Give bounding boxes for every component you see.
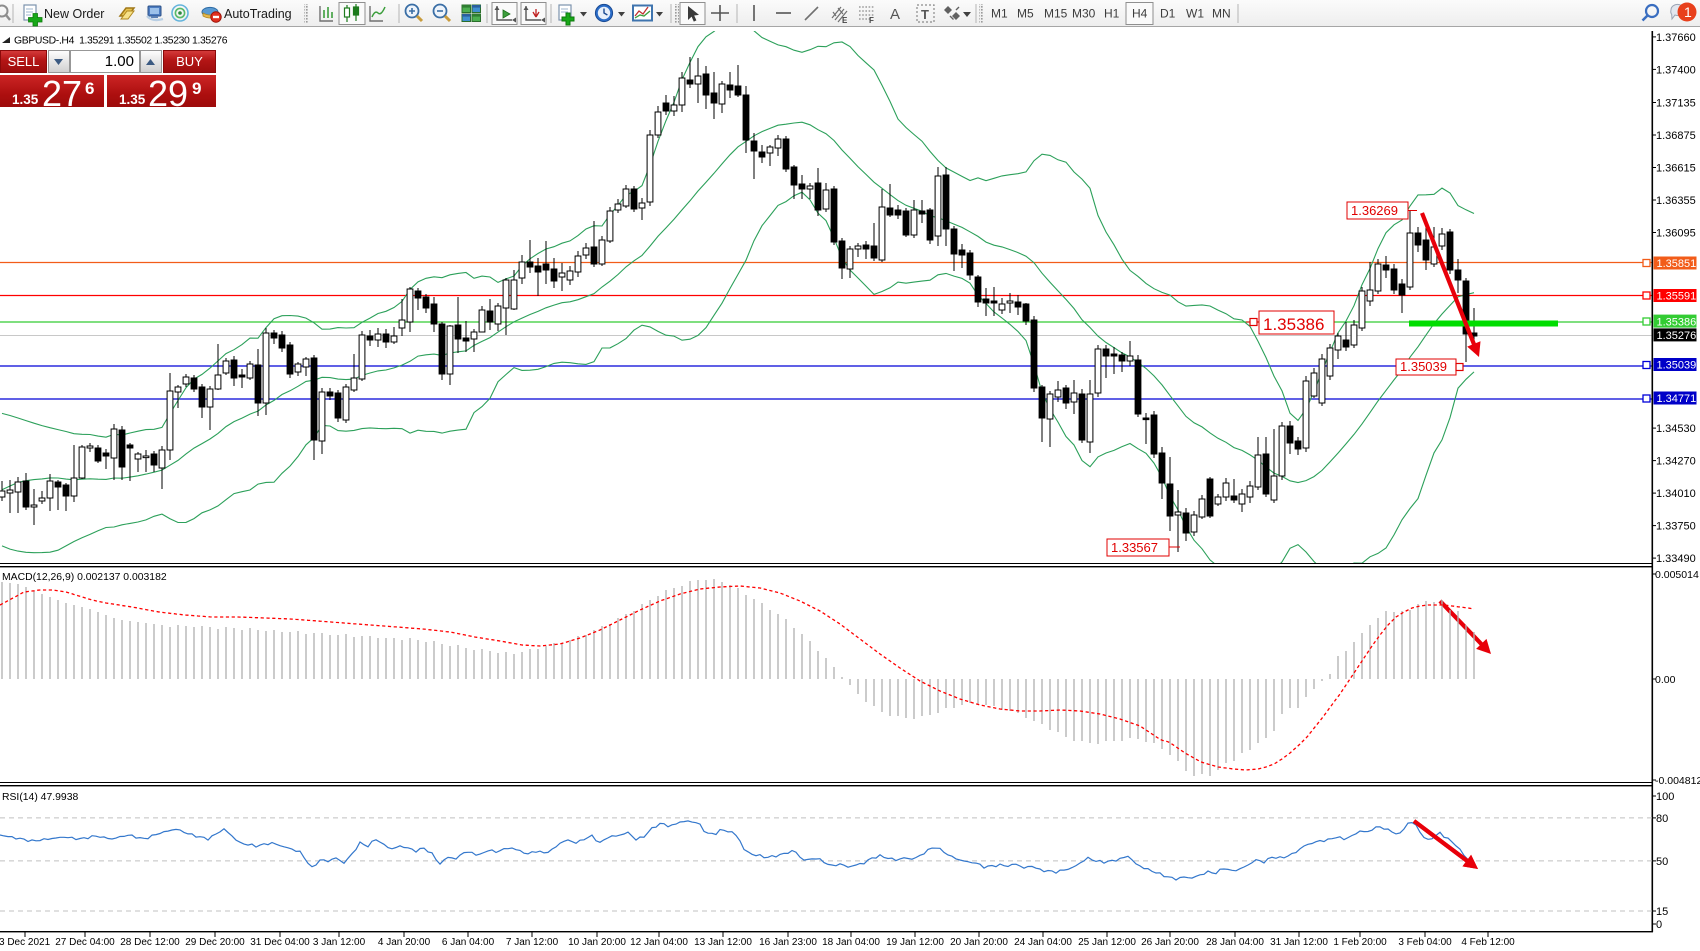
svg-text:M1: M1 (991, 7, 1008, 21)
svg-text:1.33567: 1.33567 (1111, 540, 1158, 555)
svg-text:1.34771: 1.34771 (1657, 393, 1697, 405)
svg-text:1.34270: 1.34270 (1656, 456, 1696, 468)
svg-text:28 Jan 04:00: 28 Jan 04:00 (1206, 937, 1264, 948)
svg-text:6 Jan 04:00: 6 Jan 04:00 (442, 937, 495, 948)
svg-text:0: 0 (1656, 919, 1662, 931)
svg-text:1.36355: 1.36355 (1656, 195, 1696, 207)
svg-text:1.33490: 1.33490 (1656, 553, 1696, 565)
svg-text:D1: D1 (1160, 7, 1176, 21)
svg-text:MACD(12,26,9) 0.002137 0.00318: MACD(12,26,9) 0.002137 0.003182 (2, 572, 167, 583)
svg-text:26 Jan 20:00: 26 Jan 20:00 (1141, 937, 1199, 948)
svg-text:20 Jan 20:00: 20 Jan 20:00 (950, 937, 1008, 948)
svg-text:1.35591: 1.35591 (1657, 291, 1697, 303)
svg-text:1.36269: 1.36269 (1351, 203, 1398, 218)
svg-text:1 Feb 20:00: 1 Feb 20:00 (1333, 937, 1387, 948)
svg-text:1.35386: 1.35386 (1263, 315, 1324, 334)
svg-text:1.35039: 1.35039 (1657, 360, 1697, 372)
svg-text:16 Jan 23:00: 16 Jan 23:00 (759, 937, 817, 948)
svg-text:1.34010: 1.34010 (1656, 488, 1696, 500)
svg-text:M5: M5 (1017, 7, 1034, 21)
svg-text:H1: H1 (1104, 7, 1120, 21)
svg-text:31 Dec 04:00: 31 Dec 04:00 (250, 937, 310, 948)
svg-text:E: E (842, 16, 848, 25)
svg-text:M15: M15 (1044, 7, 1068, 21)
svg-text:7 Jan 12:00: 7 Jan 12:00 (506, 937, 559, 948)
svg-text:RSI(14) 47.9938: RSI(14) 47.9938 (2, 792, 78, 803)
svg-text:27 Dec 04:00: 27 Dec 04:00 (55, 937, 115, 948)
svg-text:F: F (869, 16, 874, 25)
svg-text:GBPUSD-,H4 1.35291 1.35502 1.: GBPUSD-,H4 1.35291 1.35502 1.35230 1.352… (14, 36, 228, 45)
svg-text:1.37135: 1.37135 (1656, 98, 1696, 110)
svg-text:0.005014: 0.005014 (1655, 569, 1699, 581)
svg-text:4 Feb 12:00: 4 Feb 12:00 (1461, 937, 1515, 948)
svg-text:New Order: New Order (44, 7, 104, 21)
svg-text:19 Jan 12:00: 19 Jan 12:00 (886, 937, 944, 948)
svg-text:A: A (890, 6, 900, 23)
svg-text:T: T (921, 7, 929, 22)
svg-text:10 Jan 20:00: 10 Jan 20:00 (568, 937, 626, 948)
svg-text:W1: W1 (1186, 7, 1204, 21)
svg-text:13 Jan 12:00: 13 Jan 12:00 (694, 937, 752, 948)
svg-text:3 Feb 04:00: 3 Feb 04:00 (1398, 937, 1452, 948)
svg-text:-0.004812: -0.004812 (1655, 775, 1700, 787)
svg-text:29 Dec 20:00: 29 Dec 20:00 (185, 937, 245, 948)
svg-text:M30: M30 (1072, 7, 1096, 21)
svg-text:18 Jan 04:00: 18 Jan 04:00 (822, 937, 880, 948)
svg-text:1.36615: 1.36615 (1656, 163, 1696, 175)
svg-text:15: 15 (1656, 906, 1668, 918)
svg-text:3 Dec 2021: 3 Dec 2021 (0, 937, 51, 948)
svg-text:50: 50 (1656, 856, 1668, 868)
svg-text:1.36875: 1.36875 (1656, 130, 1696, 142)
svg-text:AutoTrading: AutoTrading (224, 7, 292, 21)
svg-text:0.00: 0.00 (1655, 674, 1676, 686)
svg-text:1.37400: 1.37400 (1656, 64, 1696, 76)
svg-text:1.36095: 1.36095 (1656, 228, 1696, 240)
svg-text:100: 100 (1656, 791, 1674, 803)
svg-text:28 Dec 12:00: 28 Dec 12:00 (120, 937, 180, 948)
svg-text:MN: MN (1212, 7, 1231, 21)
svg-text:1.35039: 1.35039 (1400, 359, 1447, 374)
svg-text:1.35851: 1.35851 (1657, 258, 1697, 270)
svg-text:1.35276: 1.35276 (1657, 330, 1697, 342)
svg-text:80: 80 (1656, 813, 1668, 825)
svg-text:12 Jan 04:00: 12 Jan 04:00 (630, 937, 688, 948)
svg-text:3 Jan 12:00: 3 Jan 12:00 (313, 937, 366, 948)
svg-text:1.37660: 1.37660 (1656, 32, 1696, 44)
svg-text:1.33750: 1.33750 (1656, 521, 1696, 533)
svg-text:4 Jan 20:00: 4 Jan 20:00 (378, 937, 431, 948)
svg-text:25 Jan 12:00: 25 Jan 12:00 (1078, 937, 1136, 948)
svg-text:31 Jan 12:00: 31 Jan 12:00 (1270, 937, 1328, 948)
svg-text:H4: H4 (1132, 7, 1148, 21)
svg-text:1.34530: 1.34530 (1656, 423, 1696, 435)
svg-text:1.35386: 1.35386 (1657, 316, 1697, 328)
svg-text:24 Jan 04:00: 24 Jan 04:00 (1014, 937, 1072, 948)
svg-text:1: 1 (1684, 4, 1692, 20)
